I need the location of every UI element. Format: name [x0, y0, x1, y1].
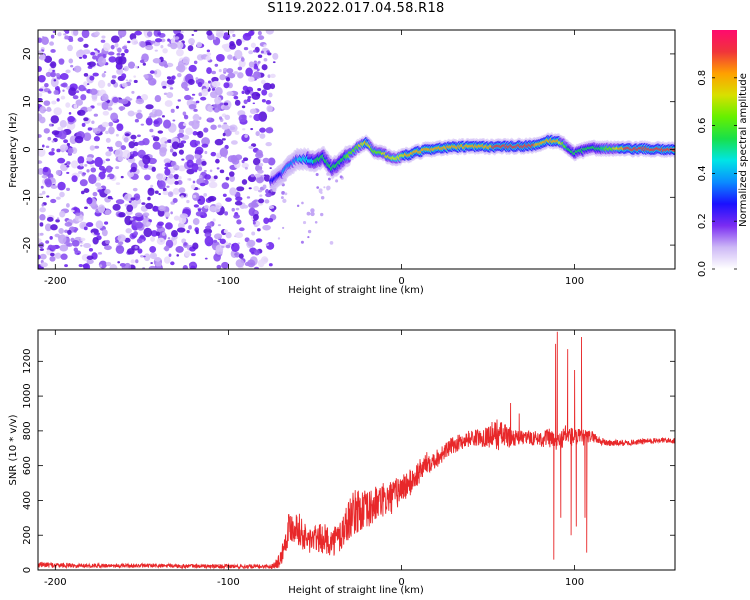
y-tick-label: 0	[22, 567, 33, 573]
y-tick-label: 200	[22, 526, 33, 545]
spectrogram-y-ticks: -20 -10 0 10 20	[22, 48, 675, 253]
snr-x-label: Height of straight line (km)	[288, 585, 424, 596]
y-tick-label: 20	[22, 48, 33, 61]
colorbar-tick-label: 0.0	[697, 261, 708, 277]
x-tick-label: 100	[565, 577, 584, 588]
colorbar-gradient	[712, 30, 737, 269]
colorbar-tick-label: 0.4	[697, 165, 708, 181]
x-tick-label: -200	[44, 276, 67, 287]
spectrogram-ridge	[269, 132, 675, 193]
colorbar-ticks: 0.0 0.2 0.4 0.6 0.8	[697, 70, 737, 277]
snr-background	[38, 330, 675, 570]
spectrogram-noise	[38, 30, 344, 269]
snr-panel: -200 -100 0 100 0 200 400 600 800 1000 1200 Heigh…	[8, 329, 676, 596]
colorbar-tick-label: 0.8	[697, 70, 708, 86]
colorbar-label: Normalized spectral amplitude	[738, 73, 749, 227]
y-tick-label: 600	[22, 456, 33, 475]
figure-title: S119.2022.017.04.58.R18	[267, 1, 445, 16]
y-tick-label: 400	[22, 491, 33, 510]
colorbar: 0.0 0.2 0.4 0.6 0.8 Normalized spectral ampl…	[697, 30, 749, 277]
y-tick-label: 10	[22, 95, 33, 108]
snr-x-ticks: -200 -100 0 100	[44, 330, 584, 588]
y-tick-label: 800	[22, 421, 33, 440]
y-tick-label: 1200	[22, 349, 33, 374]
snr-y-label: SNR (10 * v/v)	[8, 414, 19, 485]
spectrogram-y-label: Frequency (Hz)	[8, 112, 19, 188]
x-tick-label: -100	[217, 577, 240, 588]
colorbar-tick-label: 0.2	[697, 213, 708, 229]
y-tick-label: 0	[22, 146, 33, 152]
colorbar-tick-label: 0.6	[697, 118, 708, 134]
spectrogram-x-ticks: -200 -100 0 100	[44, 30, 584, 287]
x-tick-label: 0	[398, 276, 404, 287]
y-tick-label: 1000	[22, 383, 33, 408]
x-tick-label: 100	[565, 276, 584, 287]
snr-series-line	[38, 331, 675, 570]
spectrogram-x-label: Height of straight line (km)	[288, 285, 424, 296]
x-tick-label: -200	[44, 577, 67, 588]
x-tick-label: -100	[217, 276, 240, 287]
y-tick-label: -10	[22, 189, 33, 205]
x-tick-label: 0	[398, 577, 404, 588]
y-tick-label: -20	[22, 237, 33, 253]
snr-y-ticks: 0 200 400 600 800 1000 1200	[22, 349, 675, 573]
snr-frame	[37, 329, 676, 571]
